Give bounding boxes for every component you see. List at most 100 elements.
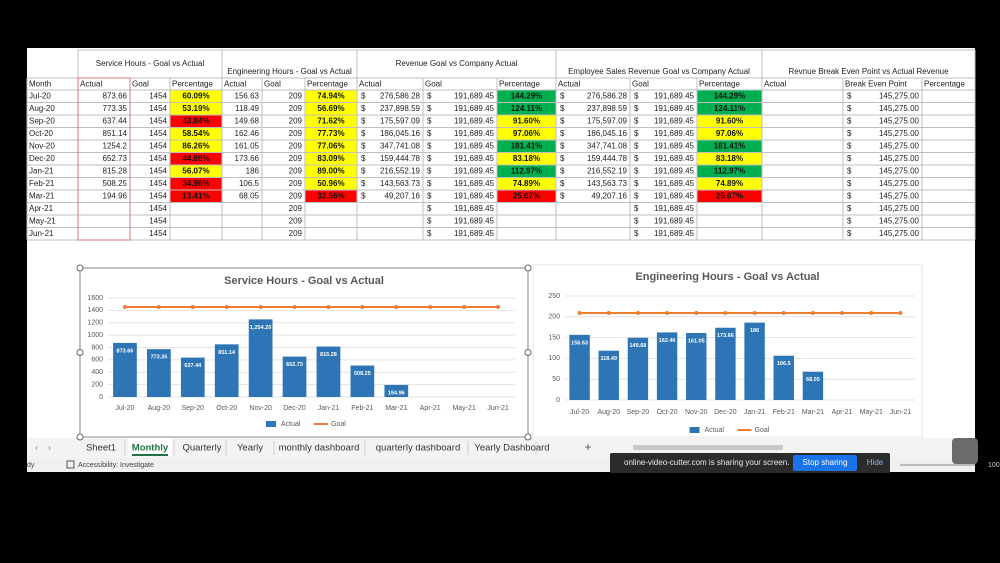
legend-label: Goal bbox=[755, 427, 770, 434]
cell-fill bbox=[170, 190, 222, 203]
chart-title: Service Hours - Goal vs Actual bbox=[224, 275, 384, 287]
currency-cell: 191,689.45 bbox=[454, 154, 495, 163]
percentage-cell: 44.89% bbox=[182, 154, 209, 163]
legend-label: Goal bbox=[331, 421, 346, 428]
number-cell: 156.63 bbox=[235, 92, 260, 101]
cell-fill bbox=[697, 190, 762, 203]
currency-symbol: $ bbox=[634, 204, 639, 213]
x-tick-label: Jan-21 bbox=[744, 409, 766, 416]
currency-cell: 191,689.45 bbox=[454, 204, 495, 213]
currency-cell: 145,275.00 bbox=[879, 179, 920, 188]
cell-fill bbox=[697, 140, 762, 153]
currency-symbol: $ bbox=[361, 129, 366, 138]
hide-button[interactable]: Hide bbox=[867, 458, 884, 467]
currency-cell: 191,689.45 bbox=[454, 192, 495, 201]
sheet-tab[interactable]: Yearly Dashboard bbox=[474, 443, 549, 454]
data-label: 156.63 bbox=[571, 340, 588, 346]
sheet-tab[interactable]: quarterly dashboard bbox=[376, 443, 461, 454]
group-header: Service Hours - Goal vs Actual bbox=[96, 59, 205, 68]
currency-symbol: $ bbox=[847, 179, 852, 188]
goal-marker bbox=[496, 305, 501, 310]
percentage-cell: 91.60% bbox=[716, 117, 743, 126]
number-cell: 851.14 bbox=[103, 129, 128, 138]
x-tick-label: Mar-21 bbox=[802, 409, 824, 416]
column-header: Actual bbox=[558, 80, 580, 89]
column-header: Actual bbox=[359, 80, 381, 89]
bar bbox=[627, 337, 649, 400]
resize-handle[interactable] bbox=[76, 433, 84, 441]
data-label: 194.96 bbox=[388, 390, 405, 396]
currency-symbol: $ bbox=[634, 92, 639, 101]
percentage-cell: 112.97% bbox=[511, 167, 542, 176]
tab-nav: ‹ bbox=[35, 442, 38, 452]
data-label: 637.44 bbox=[184, 363, 202, 369]
goal-marker bbox=[394, 305, 399, 310]
currency-symbol: $ bbox=[847, 192, 852, 201]
month-cell: Jun-21 bbox=[29, 229, 54, 238]
cell-fill bbox=[697, 115, 762, 128]
group-header: Engineering Hours - Goal vs Actual bbox=[227, 67, 352, 76]
currency-symbol: $ bbox=[847, 104, 852, 113]
resize-handle[interactable] bbox=[76, 264, 84, 272]
goal-marker bbox=[292, 305, 297, 310]
month-cell: Jan-21 bbox=[29, 167, 54, 176]
currency-cell: 145,275.00 bbox=[879, 92, 920, 101]
currency-cell: 175,597.09 bbox=[380, 117, 421, 126]
data-label: 106.5 bbox=[777, 361, 791, 367]
percentage-cell: 43.84% bbox=[182, 117, 209, 126]
number-cell: 209 bbox=[289, 142, 303, 151]
percentage-cell: 58.54% bbox=[182, 129, 209, 138]
currency-cell: 49,207.16 bbox=[384, 192, 420, 201]
cell-fill bbox=[697, 165, 762, 178]
currency-cell: 191,689.45 bbox=[654, 104, 695, 113]
currency-cell: 191,689.45 bbox=[454, 104, 495, 113]
sheet-tab[interactable]: Monthly bbox=[132, 443, 169, 454]
add-sheet[interactable]: + bbox=[584, 440, 591, 454]
column-header: Percentage bbox=[172, 80, 213, 89]
column-header: Actual bbox=[80, 80, 102, 89]
currency-symbol: $ bbox=[361, 117, 366, 126]
cell-fill bbox=[497, 140, 556, 153]
number-cell: 209 bbox=[289, 154, 303, 163]
legend-swatch bbox=[266, 421, 276, 427]
number-cell: 161.05 bbox=[235, 142, 260, 151]
number-cell: 209 bbox=[289, 229, 303, 238]
resize-handle[interactable] bbox=[524, 349, 532, 356]
resize-handle[interactable] bbox=[76, 349, 84, 356]
bar bbox=[598, 350, 619, 400]
currency-cell: 276,586.28 bbox=[380, 92, 421, 101]
resize-handle[interactable] bbox=[524, 433, 532, 441]
sheet-tab[interactable]: Quarterly bbox=[182, 443, 221, 454]
data-label: 508.25 bbox=[354, 371, 371, 377]
percentage-cell: 56.69% bbox=[317, 104, 344, 113]
currency-cell: 191,689.45 bbox=[454, 117, 495, 126]
column-header: Goal bbox=[632, 80, 649, 89]
status-accessibility[interactable]: Accessibility: Investigate bbox=[78, 462, 154, 469]
currency-symbol: $ bbox=[847, 217, 852, 226]
column-header: Percentage bbox=[499, 80, 540, 89]
percentage-cell: 86.26% bbox=[182, 142, 209, 151]
currency-symbol: $ bbox=[427, 92, 432, 101]
resize-handle[interactable] bbox=[524, 264, 532, 272]
percentage-cell: 60.09% bbox=[182, 92, 209, 101]
stop-sharing-label[interactable]: Stop sharing bbox=[803, 458, 848, 467]
stop-sharing-button[interactable] bbox=[793, 455, 857, 471]
column-header: Actual bbox=[764, 80, 786, 89]
currency-symbol: $ bbox=[560, 142, 565, 151]
percentage-cell: 13.41% bbox=[182, 192, 209, 201]
column-header: Actual bbox=[224, 80, 246, 89]
currency-cell: 191,689.45 bbox=[654, 204, 695, 213]
number-cell: 652.73 bbox=[103, 154, 128, 163]
scrollbar[interactable] bbox=[633, 445, 783, 450]
sheet-tab[interactable]: Sheet1 bbox=[86, 443, 116, 454]
active-tab[interactable] bbox=[128, 438, 172, 456]
x-tick-label: Feb-21 bbox=[351, 405, 373, 412]
cell-fill bbox=[170, 115, 222, 128]
cell-fill bbox=[497, 190, 556, 203]
x-tick-label: Dec-20 bbox=[714, 409, 737, 416]
sheet-tab[interactable]: monthly dashboard bbox=[279, 443, 360, 454]
cell-fill bbox=[697, 102, 762, 115]
goal-marker bbox=[752, 311, 757, 316]
sheet-tab[interactable]: Yearly bbox=[237, 443, 263, 454]
currency-cell: 191,689.45 bbox=[654, 117, 695, 126]
